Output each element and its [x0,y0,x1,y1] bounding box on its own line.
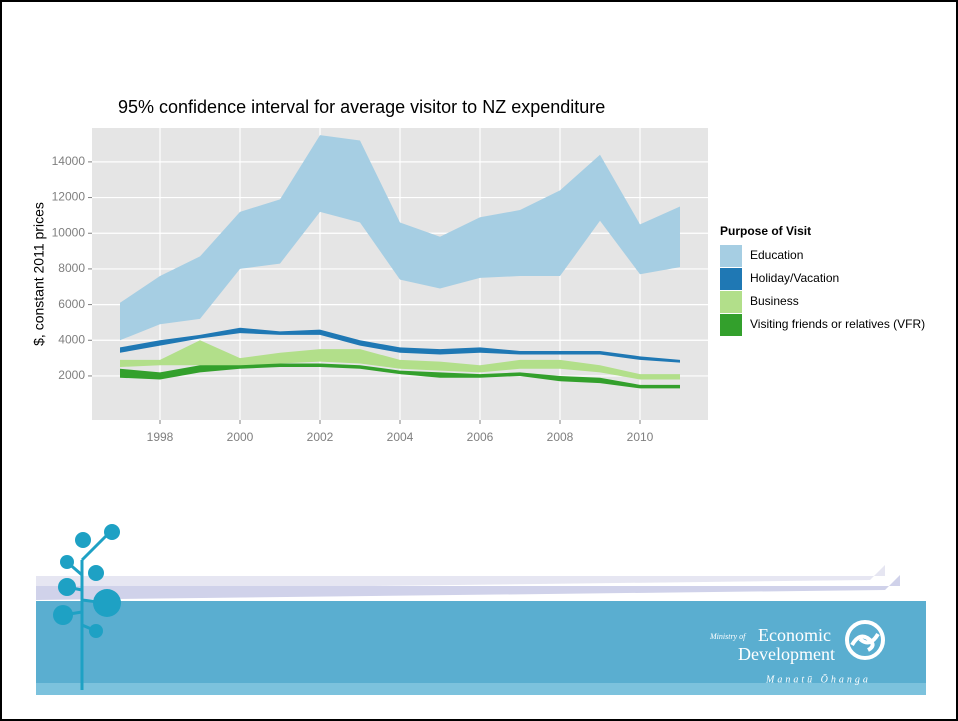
x-tick-label: 2004 [387,430,414,444]
legend-label: Visiting friends or relatives (VFR) [750,317,925,331]
y-axis-label: $, constant 2011 prices [31,202,47,346]
x-tick-label: 1998 [147,430,174,444]
y-tick-label: 14000 [52,154,86,168]
legend-label: Education [750,248,803,262]
y-tick-label: 2000 [58,368,85,382]
y-tick-label: 4000 [58,332,85,346]
legend-key [720,245,742,267]
y-tick-label: 10000 [52,225,86,239]
x-tick-label: 2006 [467,430,494,444]
ribbon [120,363,680,389]
legend-key [720,314,742,336]
ribbon [120,327,680,363]
legend-title: Purpose of Visit [720,224,811,238]
ribbon [120,340,680,380]
band [36,575,900,600]
tree-dots [53,524,121,638]
legend-key [720,268,742,290]
ribbon [120,135,680,341]
y-tick-label: 6000 [58,297,85,311]
x-tick-label: 2002 [307,430,334,444]
y-tick-label: 12000 [52,190,86,204]
brand-maori: Manatū Ōhanga [765,673,871,685]
band [36,683,926,695]
chart-title: 95% confidence interval for average visi… [118,97,605,117]
x-tick-label: 2000 [227,430,254,444]
brand-line1: Economic [758,625,831,645]
y-tick-label: 8000 [58,261,85,275]
legend: Education Holiday/Vacation Business Visitin… [720,245,925,336]
x-tick-label: 2010 [627,430,654,444]
plot [88,128,708,424]
band [36,565,885,590]
legend-key [720,291,742,313]
brand-line2: Development [738,644,835,664]
brand-emblem [845,620,885,660]
legend-label: Business [750,294,799,308]
x-tick-label: 2008 [547,430,574,444]
ministry-of: Ministry of [709,632,747,641]
legend-label: Holiday/Vacation [750,271,839,285]
band [36,601,926,695]
